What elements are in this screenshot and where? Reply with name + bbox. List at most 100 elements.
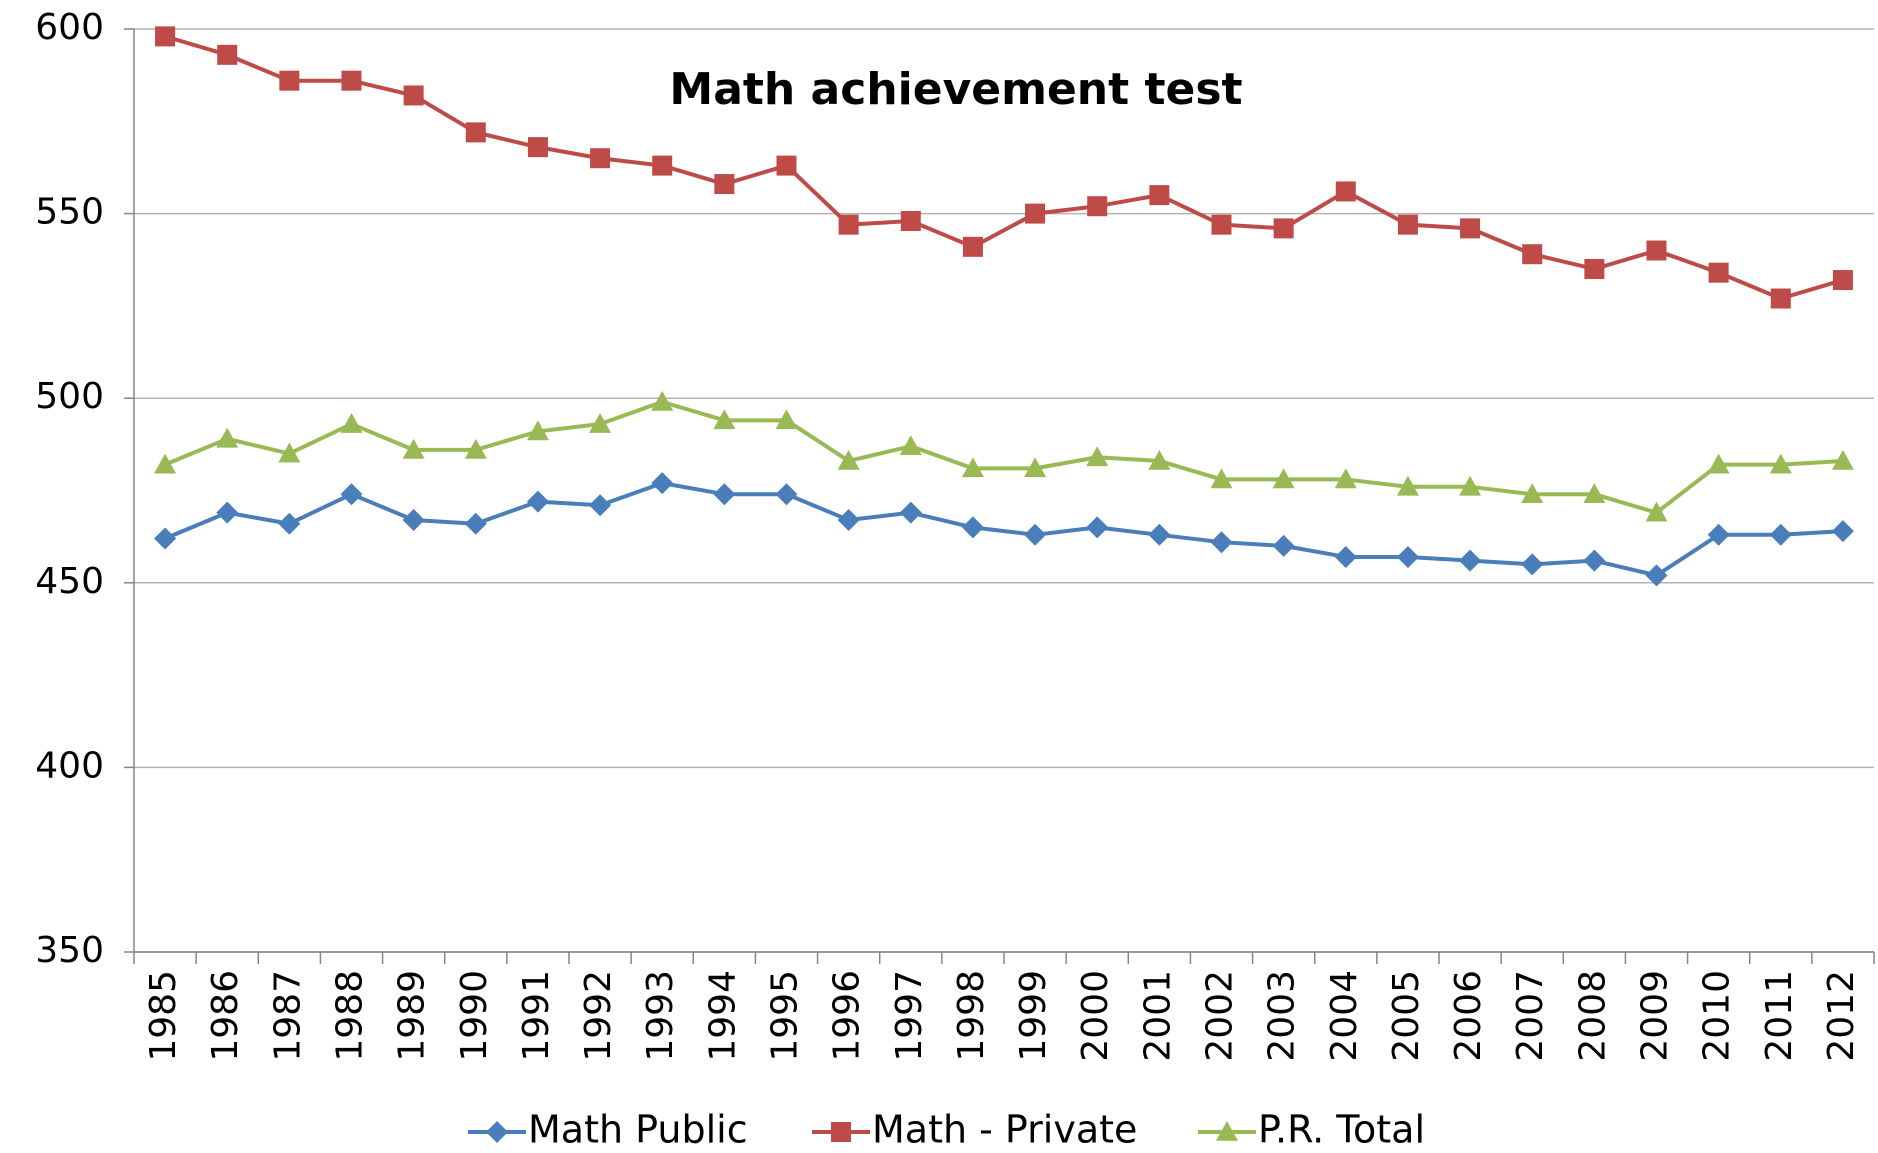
- data-point: [403, 85, 424, 106]
- data-point: [590, 148, 611, 169]
- series-line: [164, 481, 1844, 578]
- x-tick-label: 2007: [1510, 970, 1551, 1062]
- data-point: [962, 236, 983, 257]
- legend-item: Math - Private: [812, 1108, 1137, 1152]
- data-point: [278, 512, 301, 535]
- data-point: [340, 483, 363, 506]
- x-tick-label: 2008: [1572, 970, 1613, 1062]
- legend-marker: [1216, 1121, 1238, 1141]
- data-point: [899, 501, 922, 524]
- legend-item: P.R. Total: [1198, 1108, 1425, 1152]
- legend-label: P.R. Total: [1258, 1108, 1425, 1152]
- data-point: [1272, 468, 1295, 489]
- data-point: [526, 490, 549, 513]
- data-point: [1396, 475, 1419, 496]
- data-point: [589, 413, 612, 433]
- data-point: [1210, 468, 1233, 489]
- data-point: [1522, 244, 1543, 265]
- chart-title: Math achievement test: [669, 64, 1242, 115]
- data-point: [838, 214, 859, 235]
- data-point: [1645, 501, 1668, 522]
- x-tick-label: 1996: [827, 970, 868, 1062]
- y-tick-label: 450: [35, 561, 104, 602]
- data-point: [465, 122, 486, 143]
- data-point: [1459, 549, 1482, 572]
- series-line: [164, 34, 1844, 301]
- data-point: [402, 438, 425, 459]
- data-point: [1025, 203, 1046, 224]
- data-point: [1707, 453, 1730, 474]
- data-point: [1769, 453, 1792, 474]
- data-point: [278, 442, 301, 463]
- x-tick-label: 1988: [330, 970, 371, 1062]
- legend-label: Math - Private: [872, 1108, 1137, 1152]
- data-point: [1584, 258, 1605, 279]
- x-tick-label: 1995: [765, 970, 806, 1062]
- x-tick-label: 2001: [1137, 970, 1178, 1062]
- data-point: [1335, 181, 1356, 202]
- data-point: [154, 453, 177, 474]
- data-point: [1273, 218, 1294, 239]
- data-point: [1831, 449, 1854, 470]
- x-tick-label: 1991: [516, 970, 557, 1062]
- legend-marker: [486, 1121, 508, 1143]
- data-point: [775, 409, 798, 430]
- data-point: [961, 516, 984, 539]
- x-tick-label: 1997: [889, 970, 930, 1062]
- data-point: [1086, 446, 1109, 467]
- data-point: [1087, 196, 1108, 217]
- data-point: [1583, 549, 1606, 572]
- legend-label: Math Public: [528, 1108, 748, 1152]
- data-point: [837, 449, 860, 470]
- data-point: [1521, 483, 1544, 503]
- x-tick-label: 1993: [640, 970, 681, 1062]
- y-tick-label: 600: [35, 7, 104, 48]
- data-point: [1769, 523, 1792, 546]
- data-point: [1148, 523, 1171, 546]
- data-point: [526, 420, 549, 441]
- x-tick-label: 1992: [578, 970, 619, 1062]
- data-point: [1272, 534, 1295, 557]
- data-point: [651, 472, 674, 495]
- data-point: [1148, 449, 1171, 470]
- data-point: [154, 527, 177, 550]
- x-tick-label: 2006: [1448, 970, 1489, 1062]
- x-tick-label: 2002: [1200, 970, 1241, 1062]
- x-tick-label: 2009: [1635, 970, 1676, 1062]
- data-point: [341, 70, 362, 91]
- data-point: [1024, 457, 1047, 478]
- data-point: [217, 44, 238, 65]
- data-point: [776, 155, 797, 176]
- x-tick-label: 1994: [702, 970, 743, 1062]
- data-point: [216, 501, 239, 524]
- x-tick-label: 1989: [392, 970, 433, 1062]
- data-point: [527, 137, 548, 158]
- legend-marker: [831, 1122, 851, 1142]
- data-point: [1707, 523, 1730, 546]
- y-tick-label: 500: [35, 376, 104, 417]
- data-point: [402, 509, 425, 532]
- x-tick-label: 1987: [267, 970, 308, 1062]
- data-point: [1334, 468, 1357, 489]
- x-tick-label: 2011: [1759, 970, 1800, 1062]
- data-point: [464, 512, 487, 535]
- data-point: [961, 457, 984, 478]
- data-point: [713, 409, 736, 430]
- data-point: [652, 155, 673, 176]
- legend-item: Math Public: [468, 1108, 748, 1152]
- x-tick-label: 2000: [1075, 970, 1116, 1062]
- series-line: [164, 399, 1844, 515]
- data-point: [1770, 288, 1791, 309]
- data-point: [713, 483, 736, 506]
- x-tick-label: 2003: [1262, 970, 1303, 1062]
- data-point: [1708, 262, 1729, 283]
- data-point: [589, 494, 612, 517]
- data-point: [837, 509, 860, 532]
- data-point: [464, 438, 487, 459]
- data-point: [1149, 185, 1170, 206]
- data-point: [1583, 483, 1606, 503]
- data-point: [216, 427, 239, 448]
- data-point: [1024, 523, 1047, 546]
